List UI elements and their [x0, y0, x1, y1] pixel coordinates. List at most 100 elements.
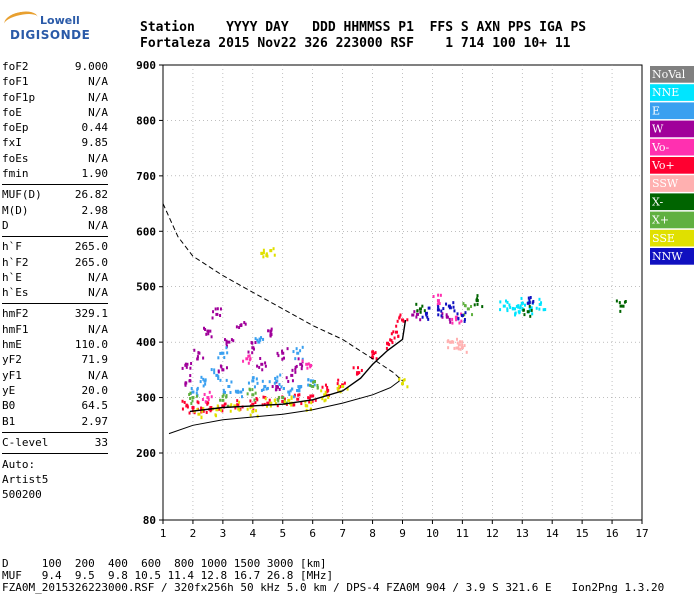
echo-point: [191, 390, 195, 394]
plot-frame: [162, 64, 643, 521]
param-label: foF1: [2, 75, 29, 89]
echo-point: [463, 318, 466, 322]
echo-point: [341, 384, 345, 388]
echo-point: [219, 351, 222, 355]
echo-point: [257, 340, 261, 344]
echo-point: [267, 329, 270, 333]
param-label: foEp: [2, 121, 29, 135]
echo-point: [437, 305, 440, 309]
echo-point: [371, 353, 374, 357]
echo-point: [221, 398, 225, 402]
echo-point: [225, 378, 228, 382]
echo-point: [313, 383, 316, 387]
echo-point: [290, 395, 293, 399]
echo-point: [441, 312, 444, 316]
echo-point: [204, 382, 207, 386]
echo-point: [264, 397, 267, 401]
echo-point: [262, 248, 265, 252]
echo-point: [229, 404, 232, 408]
echo-point: [234, 389, 237, 393]
echo-point: [251, 402, 255, 406]
echo-point: [412, 313, 415, 317]
echo-point: [402, 319, 405, 323]
param-value: 265.0: [74, 240, 108, 254]
echo-point: [206, 329, 210, 333]
echo-point: [385, 346, 388, 350]
echo-point: [476, 302, 479, 306]
echo-point: [415, 312, 419, 316]
echo-point: [309, 394, 312, 398]
echo-point: [224, 338, 227, 342]
echo-point: [273, 253, 276, 257]
echo-point: [184, 383, 187, 387]
echo-point: [440, 309, 443, 313]
param-row: yF1 N/A: [2, 369, 108, 384]
echo-point: [307, 362, 310, 366]
echo-point: [529, 296, 532, 300]
param-label: M(D): [2, 203, 29, 217]
echo-point: [269, 329, 273, 333]
echo-point: [292, 403, 295, 407]
echo-point: [286, 347, 289, 351]
echo-point: [531, 301, 534, 305]
echo-point: [217, 376, 220, 380]
echo-point: [398, 376, 401, 380]
legend-label: SSE: [652, 232, 675, 245]
footer-line3: FZA0M_2015326223000.RSF / 320fx256h 50 k…: [2, 581, 665, 594]
legend-label: E: [652, 104, 660, 117]
param-value: N/A: [88, 151, 108, 165]
echo-point: [279, 373, 282, 377]
echo-point: [263, 384, 267, 388]
echo-point: [423, 309, 426, 313]
echo-point: [456, 341, 459, 345]
echo-point: [357, 366, 360, 370]
echo-point: [290, 373, 294, 377]
echo-point: [481, 305, 484, 309]
echo-point: [406, 318, 409, 322]
echo-point: [397, 334, 400, 338]
echo-point: [305, 362, 309, 366]
echo-point: [188, 379, 191, 383]
echo-point: [219, 307, 222, 311]
echo-point: [343, 381, 346, 385]
echo-point: [189, 396, 192, 400]
x-tick-label: 13: [516, 527, 529, 540]
echo-point: [249, 413, 252, 417]
echo-point: [197, 401, 200, 405]
echo-point: [252, 376, 255, 380]
autoscale-line: Auto:: [2, 458, 36, 472]
legend-swatch: [650, 175, 694, 192]
echo-point: [421, 304, 424, 308]
echo-point: [306, 366, 309, 370]
echo-point: [209, 329, 212, 333]
echo-point: [506, 309, 509, 313]
echo-point: [455, 337, 458, 341]
echo-point: [463, 319, 466, 323]
echo-point: [403, 378, 406, 382]
echo-point: [249, 388, 252, 392]
echo-point: [538, 302, 542, 306]
echo-point: [227, 384, 231, 388]
echo-point: [210, 368, 213, 372]
param-row: h`E N/A: [2, 271, 108, 286]
echo-point: [448, 317, 451, 321]
echo-point: [307, 396, 310, 400]
echo-point: [307, 383, 310, 387]
echo-point: [266, 254, 269, 258]
echo-point: [181, 399, 184, 403]
echo-point: [249, 406, 252, 410]
echo-point: [374, 351, 377, 355]
echo-point: [283, 400, 286, 404]
y-tick-label: 700: [136, 170, 156, 183]
echo-point: [184, 362, 187, 366]
echo-point: [246, 407, 249, 411]
echo-point: [526, 301, 530, 305]
echo-point: [506, 300, 509, 304]
echo-point: [454, 315, 458, 319]
echo-point: [300, 367, 303, 371]
echo-point: [312, 380, 315, 384]
echo-point: [460, 314, 464, 318]
echo-point: [185, 362, 189, 366]
echo-point: [528, 298, 531, 302]
echo-point: [465, 350, 468, 354]
